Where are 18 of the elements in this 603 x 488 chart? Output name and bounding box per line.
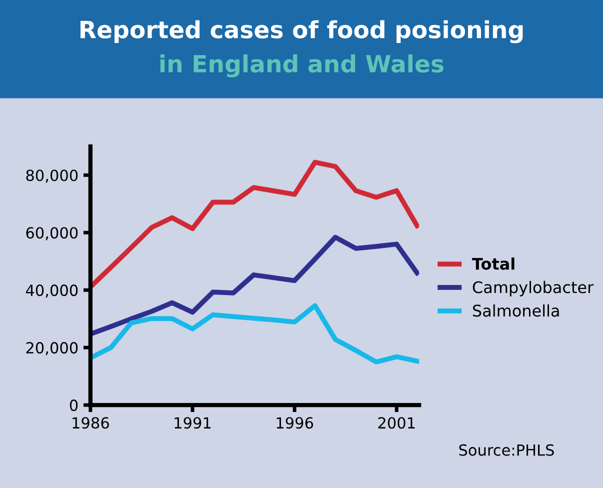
y-tick-label: 80,000 [26,170,78,183]
chart-title: Reported cases of food posioning [80,20,523,44]
y-tick-label: 40,000 [26,284,78,298]
legend-label: Campylobacter [472,280,594,296]
legend-label: Salmonella [473,304,559,317]
y-tick-label: 20,000 [26,342,78,356]
x-tick-label: 1986 [72,417,109,429]
y-tick-label: 0 [70,400,78,412]
source-note: Source:PHLS [459,444,554,456]
x-tick-label: 2001 [378,417,415,429]
y-tick-label: 60,000 [26,227,78,240]
x-tick-label: 1991 [174,417,211,429]
line-series [90,234,420,336]
line-series [90,160,420,290]
line-series [90,303,420,364]
legend-label: Total [472,257,514,270]
x-tick-label: 1996 [276,417,314,429]
chart-subtitle: in England and Wales [160,54,444,78]
